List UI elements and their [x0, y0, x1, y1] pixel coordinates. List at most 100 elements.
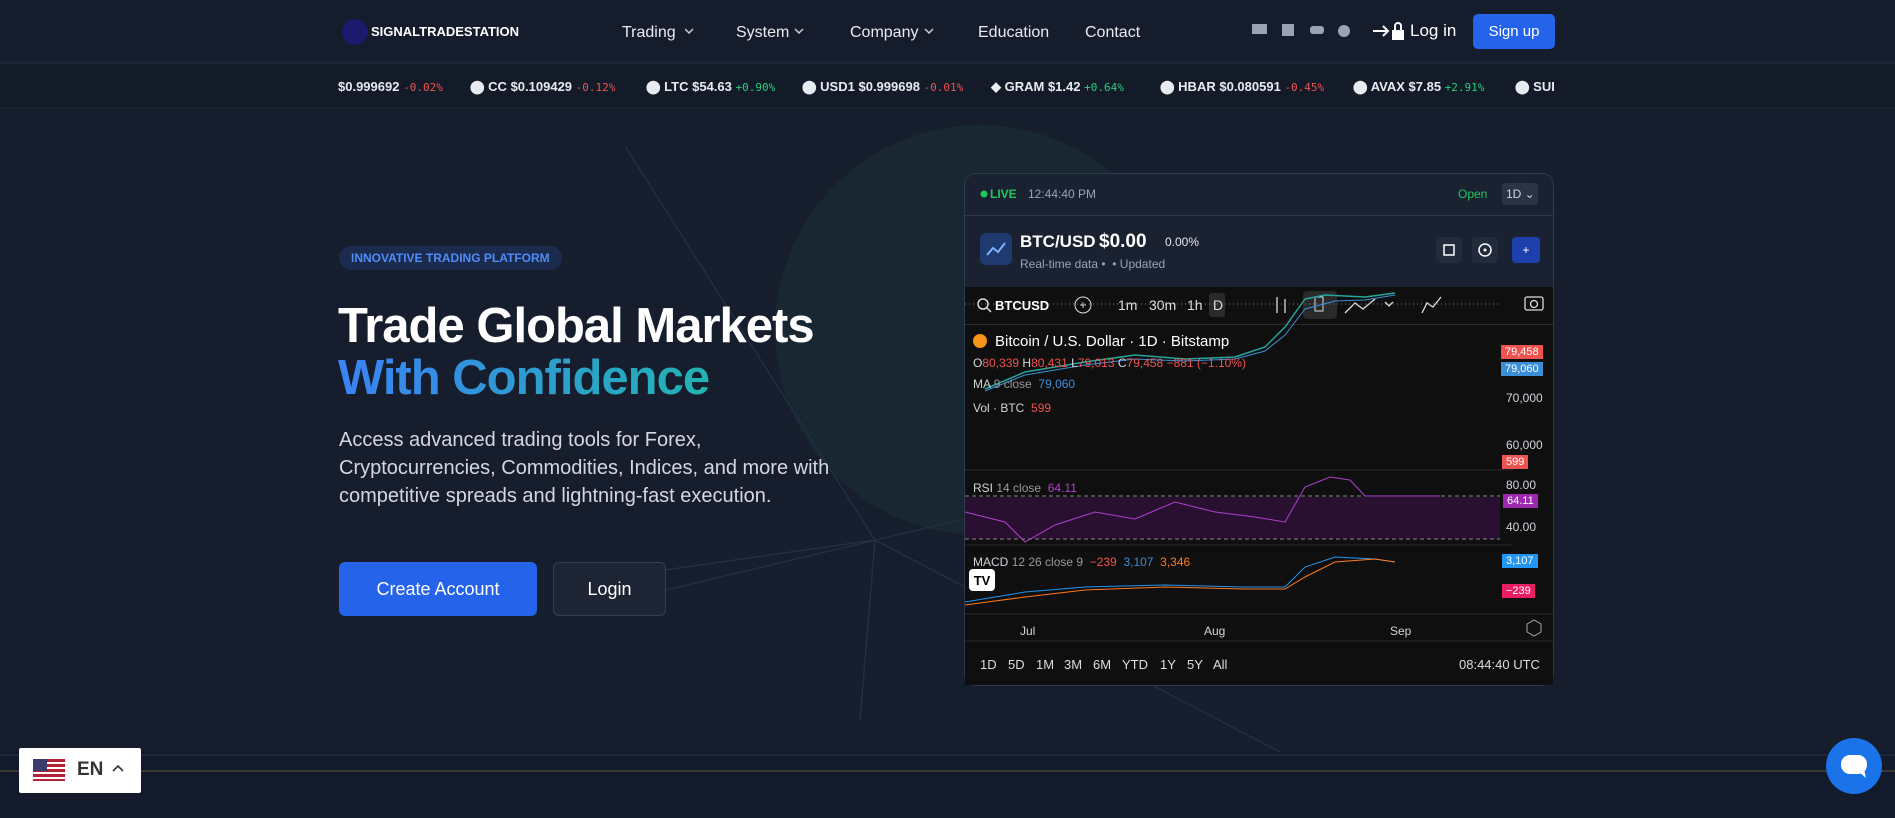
chart-canvas	[965, 287, 1553, 685]
ticker-item[interactable]: ⬤ USD1 $0.999698 -0.01%	[802, 79, 964, 94]
range-button[interactable]: All	[1213, 657, 1228, 672]
live-time: 12:44:40 PM	[1028, 187, 1097, 201]
ma-params: 9 close	[993, 377, 1032, 391]
ticker-item[interactable]: ⬤ HBAR $0.080591 -0.45%	[1160, 79, 1325, 94]
ticker-item[interactable]: ⬤ LTC $54.63 +0.90%	[646, 79, 776, 94]
ticker-symbol: SUI	[1533, 79, 1555, 94]
rsi-params: 14 close	[996, 481, 1042, 495]
pair-name: BTC/USD	[1020, 232, 1096, 251]
time-axis-label: Jul	[1020, 624, 1036, 638]
vol-badge: 599	[1502, 455, 1529, 469]
price-badge: 79,060	[1501, 362, 1543, 376]
nav-carets	[685, 28, 934, 35]
subtitle-text: Real-time data	[1020, 257, 1099, 271]
ticker-price: $7.85	[1408, 79, 1442, 94]
ticker-symbol: CC	[488, 79, 507, 94]
range-button[interactable]: 1D	[980, 657, 997, 672]
ticker-change: +0.90%	[735, 81, 776, 94]
live-label: LIVE	[990, 187, 1017, 201]
interval-button[interactable]: 1h	[1187, 297, 1203, 313]
vol-legend: Vol · BTC 599	[973, 401, 1051, 415]
rsi-axis-label: 80.00	[1506, 478, 1537, 492]
login-icon	[1373, 22, 1404, 40]
ticker-change: +0.64%	[1084, 81, 1124, 94]
ticker-change: -0.45%	[1284, 81, 1325, 94]
macd-badge: −239	[1502, 584, 1535, 598]
hero-description: Access advanced trading tools for Forex,…	[339, 429, 830, 507]
range-button[interactable]: 5Y	[1187, 657, 1203, 672]
symbol-search[interactable]: BTCUSD	[995, 298, 1050, 313]
interval-button[interactable]: 30m	[1149, 297, 1177, 313]
ticker-symbol: GRAM	[1004, 79, 1045, 94]
range-button[interactable]: 5D	[1008, 657, 1025, 672]
hero-title: Trade Global Markets	[338, 299, 815, 353]
chart-drawing: + TV	[965, 291, 1553, 642]
nav-link[interactable]: Education	[978, 24, 1050, 41]
interval-button[interactable]: 1m	[1118, 297, 1138, 313]
ohlc-label: O	[973, 356, 983, 370]
ohlc-value: 79,013	[1077, 356, 1115, 370]
login-button[interactable]: Login	[553, 562, 666, 616]
hero-badge: INNOVATIVE TRADING PLATFORM	[339, 246, 562, 270]
pair-icon	[980, 233, 1012, 265]
ticker-price: $0.999698	[858, 79, 920, 94]
live-dot	[980, 190, 988, 198]
create-account-button[interactable]: Create Account	[339, 562, 537, 616]
price-badge: 79,458	[1501, 345, 1543, 359]
nav-link[interactable]: System	[736, 24, 790, 41]
interval-value: 1D	[1506, 187, 1522, 201]
macd-params: 12 26 close 9	[1011, 555, 1084, 569]
ticker-price: $0.109429	[510, 79, 573, 94]
language-caret	[112, 764, 124, 772]
nav-link[interactable]: Company	[850, 24, 919, 41]
range-button[interactable]: 6M	[1093, 657, 1112, 672]
ticker-item[interactable]: ⬤ SUI	[1515, 79, 1555, 94]
logo-icon	[342, 19, 368, 45]
price-axis-label: 60,000	[1506, 438, 1543, 452]
ticker-price: $54.63	[692, 79, 732, 94]
ohlc-label: C	[1117, 356, 1127, 370]
btc-icon	[973, 334, 987, 348]
ticker-symbol: LTC	[664, 79, 689, 94]
ticker-price: $1.42	[1047, 79, 1081, 94]
macd-value: 3,107	[1123, 555, 1154, 569]
nav-link[interactable]: Contact	[1085, 24, 1141, 41]
signup-button[interactable]: Sign up	[1473, 14, 1555, 49]
range-button[interactable]: 1M	[1036, 657, 1055, 672]
macd-label: MACD	[973, 555, 1009, 569]
ohlc-value: 80,339	[982, 356, 1020, 370]
range-button[interactable]: 3M	[1064, 657, 1083, 672]
range-button[interactable]: YTD	[1122, 657, 1148, 672]
ohlc-value: 79,458	[1126, 356, 1164, 370]
interval-select[interactable]: 1D ⌄	[1502, 183, 1538, 205]
ohlc-label: L	[1071, 356, 1078, 370]
chart-legend: Bitcoin / U.S. Dollar · 1D · Bitstamp	[995, 333, 1230, 350]
ticker-change: -0.01%	[923, 81, 964, 94]
ticker-item[interactable]: $0.999692 -0.02%	[338, 79, 443, 94]
pair-subtitle: Real-time data • • Updated	[1020, 257, 1166, 271]
login-link[interactable]: Log in	[1410, 21, 1457, 40]
pair-price: $0.00	[1099, 231, 1147, 252]
ticker-change: +2.91%	[1444, 81, 1485, 94]
logo[interactable]: SIGNALTRADESTATION	[371, 24, 520, 39]
nav-link[interactable]: Trading	[622, 24, 676, 41]
ticker-item[interactable]: ⬤ CC $0.109429 -0.12%	[470, 79, 616, 94]
widget-buttons[interactable]: +	[1436, 237, 1540, 263]
svg-text:+: +	[1522, 243, 1529, 257]
language-code: EN	[77, 759, 104, 780]
range-button[interactable]: 1Y	[1160, 657, 1176, 672]
macd-value: −239	[1089, 555, 1117, 569]
rsi-axis-label: 40.00	[1506, 520, 1537, 534]
ticker-change: -0.12%	[575, 81, 616, 94]
svg-text:TV: TV	[974, 573, 991, 588]
ticker-item[interactable]: ⬤ AVAX $7.85 +2.91%	[1353, 79, 1485, 94]
ticker-item[interactable]: ◆ GRAM $1.42 +0.64%	[991, 79, 1124, 94]
vol-label: Vol · BTC	[973, 401, 1025, 415]
ohlc-change: −881 (−1.10%)	[1166, 356, 1246, 370]
chat-button[interactable]	[1826, 738, 1882, 794]
platform-icons[interactable]	[1252, 22, 1352, 40]
interval-button[interactable]: D	[1213, 297, 1224, 313]
rsi-legend: RSI 14 close 64.11	[973, 481, 1077, 495]
